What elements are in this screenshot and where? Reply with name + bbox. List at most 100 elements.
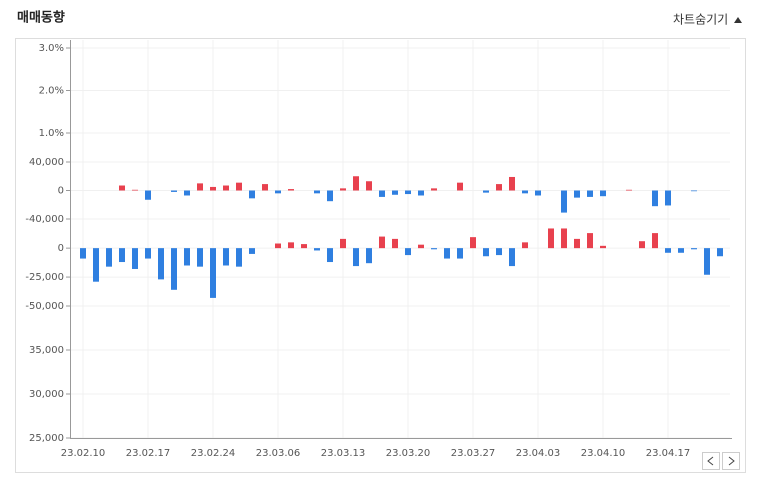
next-button[interactable] bbox=[722, 452, 740, 470]
bar bbox=[470, 237, 476, 249]
bar bbox=[223, 185, 229, 191]
bar bbox=[210, 248, 216, 298]
bar bbox=[288, 242, 294, 249]
bar bbox=[223, 248, 229, 266]
bar bbox=[275, 190, 281, 194]
title: 매매동향 bbox=[17, 10, 65, 26]
bar bbox=[418, 244, 424, 249]
y-tick-label: -50,000 bbox=[25, 301, 64, 312]
y-tick-label: 0 bbox=[58, 186, 64, 197]
bar bbox=[327, 248, 333, 263]
bar bbox=[106, 248, 112, 267]
bar bbox=[483, 190, 489, 193]
bar bbox=[145, 190, 151, 200]
x-tick-label: 23.04.17 bbox=[646, 448, 691, 459]
bar bbox=[496, 248, 502, 256]
bar bbox=[652, 190, 658, 207]
toggle-button[interactable]: 차트숨기기 bbox=[673, 13, 728, 27]
bar bbox=[691, 248, 697, 250]
bar bbox=[574, 238, 580, 249]
bar bbox=[314, 190, 320, 194]
bar bbox=[405, 190, 411, 195]
bar bbox=[652, 233, 658, 249]
bar bbox=[210, 186, 216, 191]
bar bbox=[691, 190, 697, 192]
bar bbox=[366, 248, 372, 264]
bar bbox=[171, 190, 177, 192]
bar bbox=[509, 176, 515, 191]
bar bbox=[301, 244, 307, 249]
bar bbox=[236, 248, 242, 267]
bar bbox=[587, 190, 593, 197]
bar bbox=[522, 242, 528, 249]
bar bbox=[704, 248, 710, 275]
y-tick-label: 40,000 bbox=[29, 157, 64, 168]
y-tick-label: 0 bbox=[58, 243, 64, 254]
prev-icon[interactable] bbox=[707, 456, 714, 466]
bar bbox=[184, 190, 190, 196]
bar bbox=[249, 190, 255, 199]
bar bbox=[457, 182, 463, 191]
y-tick-label: -40,000 bbox=[25, 214, 64, 225]
bar bbox=[509, 248, 515, 267]
bar bbox=[288, 189, 294, 191]
bar bbox=[431, 248, 437, 250]
bar bbox=[353, 176, 359, 191]
bar bbox=[665, 248, 671, 253]
x-tick-label: 23.02.10 bbox=[61, 448, 106, 459]
bar bbox=[561, 228, 567, 249]
bar bbox=[379, 236, 385, 249]
bar bbox=[197, 183, 203, 191]
bar bbox=[379, 190, 385, 197]
bar bbox=[119, 185, 125, 191]
bar bbox=[522, 190, 528, 194]
bar bbox=[457, 248, 463, 259]
bar bbox=[483, 248, 489, 257]
bar bbox=[639, 241, 645, 249]
bar bbox=[392, 238, 398, 249]
bar bbox=[353, 248, 359, 267]
y-tick-label: -25,000 bbox=[25, 272, 64, 283]
bar bbox=[145, 248, 151, 259]
bar bbox=[431, 188, 437, 191]
x-tick-label: 23.03.13 bbox=[321, 448, 366, 459]
y-tick-label: 25,000 bbox=[29, 433, 64, 444]
bar bbox=[717, 248, 723, 257]
toggle-icon[interactable] bbox=[734, 17, 742, 23]
bar bbox=[665, 190, 671, 206]
bar bbox=[535, 190, 541, 196]
bar bbox=[600, 190, 606, 197]
bar bbox=[80, 248, 86, 259]
y-tick-label: 2.0% bbox=[39, 86, 64, 97]
bar bbox=[262, 184, 268, 191]
bar bbox=[236, 182, 242, 191]
bar bbox=[405, 248, 411, 256]
bar bbox=[600, 245, 606, 249]
x-tick-label: 23.03.06 bbox=[256, 448, 301, 459]
x-tick-label: 23.04.03 bbox=[516, 448, 561, 459]
bar bbox=[392, 190, 398, 195]
y-tick-label: 35,000 bbox=[29, 345, 64, 356]
y-tick-label: 3.0% bbox=[39, 43, 64, 54]
bar bbox=[418, 190, 424, 196]
bar bbox=[678, 248, 684, 253]
bar bbox=[548, 228, 554, 249]
y-tick-label: 30,000 bbox=[29, 389, 64, 400]
bar bbox=[158, 248, 164, 280]
x-tick-label: 23.03.20 bbox=[386, 448, 431, 459]
bar bbox=[197, 248, 203, 267]
x-tick-label: 23.02.17 bbox=[126, 448, 171, 459]
bar bbox=[132, 248, 138, 269]
prev-button[interactable] bbox=[702, 452, 720, 470]
bar bbox=[587, 233, 593, 249]
x-tick-label: 23.03.27 bbox=[451, 448, 496, 459]
bar bbox=[249, 248, 255, 254]
bar bbox=[275, 243, 281, 249]
bar bbox=[574, 190, 580, 198]
bar bbox=[119, 248, 125, 263]
bar bbox=[561, 190, 567, 213]
y-tick-label: 1.0% bbox=[39, 128, 64, 139]
next-icon[interactable] bbox=[728, 456, 735, 466]
